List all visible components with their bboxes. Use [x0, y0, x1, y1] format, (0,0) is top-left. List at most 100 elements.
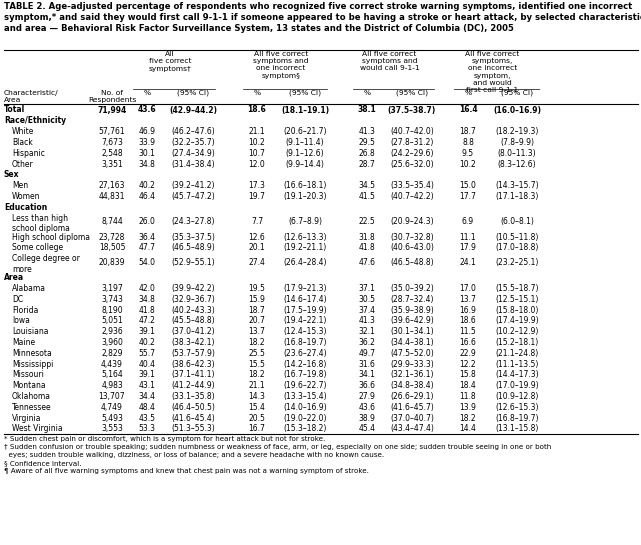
Text: (12.6–13.3): (12.6–13.3) [283, 233, 327, 241]
Text: 43.6: 43.6 [138, 106, 156, 114]
Text: 31.8: 31.8 [358, 233, 376, 241]
Text: (15.3–18.2): (15.3–18.2) [283, 425, 327, 433]
Text: (16.8–19.7): (16.8–19.7) [495, 414, 538, 422]
Text: (38.6–42.3): (38.6–42.3) [171, 360, 215, 368]
Text: 43.6: 43.6 [358, 403, 376, 411]
Text: 4,983: 4,983 [101, 381, 123, 390]
Text: 16.9: 16.9 [460, 306, 476, 314]
Text: (23.6–27.4): (23.6–27.4) [283, 349, 327, 358]
Text: 20.7: 20.7 [249, 316, 265, 325]
Text: (14.3–15.7): (14.3–15.7) [495, 181, 539, 190]
Text: 18.6: 18.6 [460, 316, 476, 325]
Text: 37.4: 37.4 [358, 306, 376, 314]
Text: (30.7–32.8): (30.7–32.8) [390, 233, 434, 241]
Text: (14.0–16.9): (14.0–16.9) [283, 403, 327, 411]
Text: 3,553: 3,553 [101, 425, 123, 433]
Text: 11.8: 11.8 [460, 392, 476, 401]
Text: (51.3–55.3): (51.3–55.3) [171, 425, 215, 433]
Text: 34.1: 34.1 [358, 370, 376, 379]
Text: (20.6–21.7): (20.6–21.7) [283, 127, 327, 136]
Text: 20,839: 20,839 [99, 258, 125, 267]
Text: 45.4: 45.4 [358, 425, 376, 433]
Text: § Confidence interval.: § Confidence interval. [4, 460, 81, 466]
Text: 5,493: 5,493 [101, 414, 123, 422]
Text: 47.6: 47.6 [358, 258, 376, 267]
Text: 18.7: 18.7 [249, 306, 265, 314]
Text: 18.4: 18.4 [460, 381, 476, 390]
Text: High school diploma: High school diploma [12, 233, 90, 241]
Text: 13,707: 13,707 [99, 392, 125, 401]
Text: (40.7–42.0): (40.7–42.0) [390, 127, 434, 136]
Text: (10.5–11.8): (10.5–11.8) [495, 233, 538, 241]
Text: (20.9–24.3): (20.9–24.3) [390, 217, 434, 226]
Text: 3,960: 3,960 [101, 338, 123, 347]
Text: (12.4–15.3): (12.4–15.3) [283, 327, 327, 336]
Text: 46.4: 46.4 [138, 192, 156, 201]
Text: 40.2: 40.2 [138, 338, 155, 347]
Text: West Virginia: West Virginia [12, 425, 63, 433]
Text: (37.1–41.1): (37.1–41.1) [171, 370, 215, 379]
Text: Louisiana: Louisiana [12, 327, 49, 336]
Text: 5,164: 5,164 [101, 370, 123, 379]
Text: Area: Area [4, 273, 24, 282]
Text: (32.1–36.1): (32.1–36.1) [390, 370, 434, 379]
Text: 22.5: 22.5 [358, 217, 376, 226]
Text: 12.2: 12.2 [460, 360, 476, 368]
Text: (19.1–20.3): (19.1–20.3) [283, 192, 327, 201]
Text: %: % [144, 90, 151, 96]
Text: (9.9–14.4): (9.9–14.4) [285, 160, 324, 168]
Text: (41.6–45.7): (41.6–45.7) [390, 403, 434, 411]
Text: 8,744: 8,744 [101, 217, 123, 226]
Text: (40.2–43.3): (40.2–43.3) [171, 306, 215, 314]
Text: 26.0: 26.0 [138, 217, 155, 226]
Text: 18.2: 18.2 [460, 414, 476, 422]
Text: 36.6: 36.6 [358, 381, 376, 390]
Text: (19.2–21.1): (19.2–21.1) [283, 243, 327, 252]
Text: (14.4–17.3): (14.4–17.3) [495, 370, 539, 379]
Text: 36.2: 36.2 [358, 338, 376, 347]
Text: (24.2–29.6): (24.2–29.6) [390, 149, 434, 158]
Text: (12.6–15.3): (12.6–15.3) [495, 403, 538, 411]
Text: 41.8: 41.8 [358, 243, 376, 252]
Text: 2,548: 2,548 [101, 149, 123, 158]
Text: (33.5–35.4): (33.5–35.4) [390, 181, 434, 190]
Text: 15.5: 15.5 [249, 360, 265, 368]
Text: 17.3: 17.3 [249, 181, 265, 190]
Text: %: % [253, 90, 260, 96]
Text: 22.9: 22.9 [460, 349, 476, 358]
Text: 32.1: 32.1 [358, 327, 376, 336]
Text: 46.9: 46.9 [138, 127, 156, 136]
Text: (52.9–55.1): (52.9–55.1) [171, 258, 215, 267]
Text: (47.5–52.0): (47.5–52.0) [390, 349, 434, 358]
Text: 15.0: 15.0 [460, 181, 476, 190]
Text: (15.8–18.0): (15.8–18.0) [495, 306, 538, 314]
Text: (15.5–18.7): (15.5–18.7) [495, 284, 538, 293]
Text: 25.5: 25.5 [249, 349, 265, 358]
Text: 71,994: 71,994 [97, 106, 127, 114]
Text: (13.3–15.4): (13.3–15.4) [283, 392, 327, 401]
Text: eyes; sudden trouble walking, dizziness, or loss of balance; and a severe headac: eyes; sudden trouble walking, dizziness,… [4, 452, 384, 458]
Text: College degree or
more: College degree or more [12, 254, 80, 274]
Text: 18.6: 18.6 [247, 106, 267, 114]
Text: %: % [363, 90, 370, 96]
Text: 44,831: 44,831 [99, 192, 125, 201]
Text: (6.0–8.1): (6.0–8.1) [500, 217, 534, 226]
Text: 11.1: 11.1 [460, 233, 476, 241]
Text: 57,761: 57,761 [99, 127, 125, 136]
Text: (34.8–38.4): (34.8–38.4) [390, 381, 434, 390]
Text: (23.2–25.1): (23.2–25.1) [495, 258, 538, 267]
Text: 3,351: 3,351 [101, 160, 123, 168]
Text: Women: Women [12, 192, 40, 201]
Text: (95% CI): (95% CI) [501, 90, 533, 96]
Text: 7.7: 7.7 [251, 217, 263, 226]
Text: 10.2: 10.2 [460, 160, 476, 168]
Text: (24.3–27.8): (24.3–27.8) [171, 217, 215, 226]
Text: All five correct
symptoms and
would call 9-1-1: All five correct symptoms and would call… [360, 51, 419, 71]
Text: (33.1–35.8): (33.1–35.8) [171, 392, 215, 401]
Text: 49.7: 49.7 [358, 349, 376, 358]
Text: (17.9–21.3): (17.9–21.3) [283, 284, 327, 293]
Text: 14.4: 14.4 [460, 425, 476, 433]
Text: 13.9: 13.9 [460, 403, 476, 411]
Text: 23,728: 23,728 [99, 233, 125, 241]
Text: Virginia: Virginia [12, 414, 42, 422]
